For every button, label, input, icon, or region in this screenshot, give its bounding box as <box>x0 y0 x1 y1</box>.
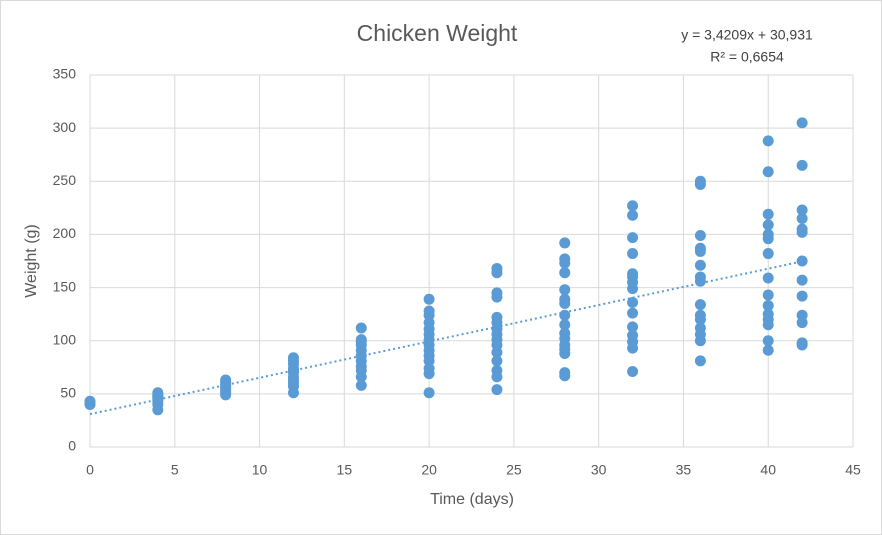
x-tick-label: 0 <box>86 462 94 478</box>
data-point <box>694 229 706 241</box>
data-point <box>762 219 774 231</box>
data-point <box>627 296 639 308</box>
data-point <box>627 321 639 333</box>
data-point <box>627 209 639 221</box>
data-point <box>694 178 706 190</box>
data-point <box>762 300 774 312</box>
data-point <box>796 274 808 286</box>
data-point <box>559 298 571 310</box>
data-point <box>796 159 808 171</box>
data-point <box>84 397 96 409</box>
data-point <box>762 233 774 245</box>
data-point <box>627 283 639 295</box>
y-tick-label: 350 <box>53 66 77 82</box>
data-point <box>796 226 808 238</box>
data-point <box>762 335 774 347</box>
data-point <box>694 335 706 347</box>
data-point <box>491 371 503 383</box>
y-tick-label: 50 <box>60 385 76 401</box>
data-point <box>762 208 774 220</box>
data-point <box>152 404 164 416</box>
data-point <box>762 166 774 178</box>
data-point <box>355 322 367 334</box>
data-point <box>762 135 774 147</box>
data-point <box>559 284 571 296</box>
x-tick-label: 20 <box>421 462 437 478</box>
data-point <box>287 364 299 376</box>
data-point <box>796 255 808 267</box>
trendline <box>89 260 803 416</box>
data-point <box>423 387 435 399</box>
x-tick-label: 25 <box>506 462 522 478</box>
trendline-equation: y = 3,4209x + 30,931 <box>681 27 813 43</box>
data-point <box>355 371 367 383</box>
data-point <box>627 200 639 212</box>
data-point <box>627 248 639 260</box>
data-point <box>694 313 706 325</box>
data-point <box>796 204 808 216</box>
trendline-r-squared: R² = 0,6654 <box>710 49 784 65</box>
data-point <box>491 355 503 367</box>
data-point <box>355 379 367 391</box>
y-tick-label: 300 <box>53 119 77 135</box>
data-point <box>627 232 639 244</box>
data-point <box>796 290 808 302</box>
data-point <box>423 368 435 380</box>
data-point <box>559 347 571 359</box>
data-point <box>762 272 774 284</box>
data-point <box>287 387 299 399</box>
data-point <box>423 293 435 305</box>
data-point <box>559 319 571 331</box>
x-tick-label: 45 <box>845 462 861 478</box>
data-point <box>627 366 639 378</box>
data-point <box>796 117 808 129</box>
data-point <box>559 370 571 382</box>
data-point <box>762 248 774 260</box>
data-point <box>796 212 808 224</box>
data-point <box>627 307 639 319</box>
data-point <box>559 267 571 279</box>
data-point <box>220 389 232 401</box>
y-tick-label: 250 <box>53 172 77 188</box>
data-point <box>762 289 774 301</box>
data-point <box>694 355 706 367</box>
x-tick-label: 10 <box>252 462 268 478</box>
x-tick-label: 40 <box>760 462 776 478</box>
x-tick-label: 30 <box>591 462 607 478</box>
y-tick-label: 0 <box>68 438 76 454</box>
data-point <box>559 237 571 249</box>
y-axis-title: Weight (g) <box>23 224 40 298</box>
y-tick-label: 150 <box>53 278 77 294</box>
data-point <box>220 374 232 386</box>
data-point <box>796 317 808 329</box>
data-point <box>491 267 503 279</box>
y-tick-label: 100 <box>53 331 77 347</box>
data-point <box>762 344 774 356</box>
data-point <box>627 342 639 354</box>
data-point <box>491 384 503 396</box>
data-point <box>152 392 164 404</box>
x-tick-label: 15 <box>337 462 353 478</box>
x-tick-label: 5 <box>171 462 179 478</box>
x-tick-label: 35 <box>676 462 692 478</box>
data-point <box>796 339 808 351</box>
y-tick-label: 200 <box>53 225 77 241</box>
data-point <box>694 299 706 311</box>
x-axis-title: Time (days) <box>430 491 514 508</box>
data-point <box>694 259 706 271</box>
data-point <box>559 257 571 269</box>
data-point <box>423 317 435 329</box>
data-point <box>491 346 503 358</box>
data-point <box>762 319 774 331</box>
data-point <box>694 245 706 257</box>
data-point <box>287 355 299 367</box>
data-point <box>355 336 367 348</box>
chart-title: Chicken Weight <box>357 20 518 46</box>
data-point <box>491 291 503 303</box>
data-point <box>559 309 571 321</box>
